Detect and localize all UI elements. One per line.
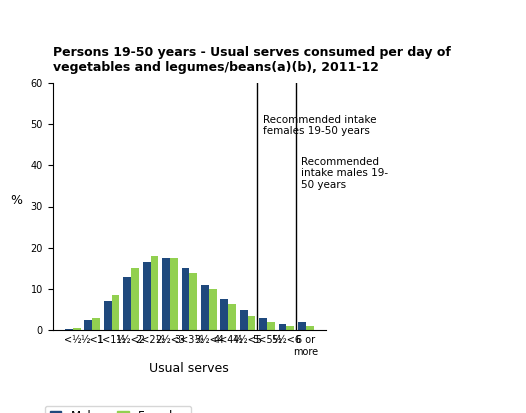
Bar: [131, 268, 139, 330]
Y-axis label: %: %: [11, 194, 23, 206]
Bar: [162, 258, 170, 330]
Bar: [209, 289, 217, 330]
Bar: [240, 310, 248, 330]
Bar: [112, 295, 119, 330]
Text: Persons 19-50 years - Usual serves consumed per day of
vegetables and legumes/be: Persons 19-50 years - Usual serves consu…: [53, 47, 450, 74]
Bar: [279, 324, 287, 330]
Bar: [104, 301, 112, 330]
Bar: [306, 326, 313, 330]
Text: Recommended intake
females 19-50 years: Recommended intake females 19-50 years: [262, 115, 376, 136]
Bar: [170, 258, 178, 330]
Bar: [248, 316, 256, 330]
Bar: [201, 285, 209, 330]
Bar: [143, 262, 150, 330]
Bar: [123, 277, 131, 330]
Bar: [267, 322, 275, 330]
Bar: [150, 256, 158, 330]
Bar: [85, 320, 92, 330]
Bar: [181, 268, 189, 330]
Bar: [287, 326, 294, 330]
Bar: [298, 322, 306, 330]
Bar: [259, 318, 267, 330]
Bar: [189, 273, 197, 330]
Bar: [228, 304, 236, 330]
Legend: Males, Females: Males, Females: [45, 406, 191, 413]
Bar: [73, 328, 80, 330]
Bar: [220, 299, 228, 330]
Bar: [65, 329, 73, 330]
Text: Recommended
intake males 19-
50 years: Recommended intake males 19- 50 years: [301, 157, 389, 190]
Bar: [92, 318, 100, 330]
X-axis label: Usual serves: Usual serves: [149, 363, 229, 375]
